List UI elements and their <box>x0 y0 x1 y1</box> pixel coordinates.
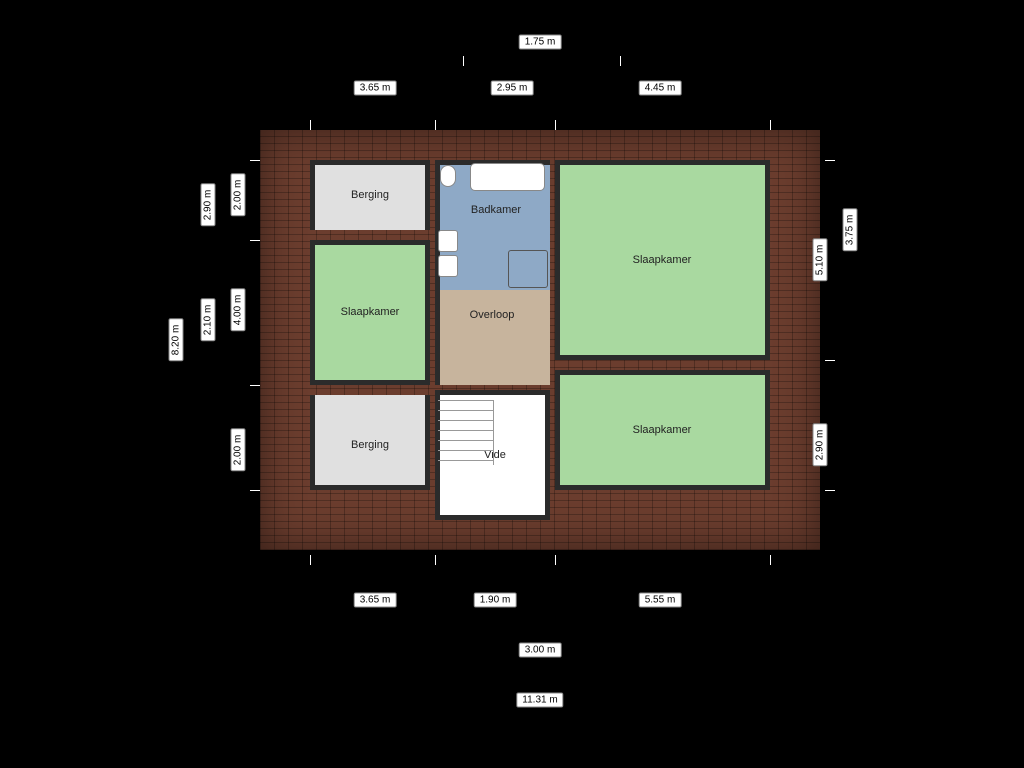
dim-bot-0: 3.65 m <box>354 593 397 608</box>
label-overloop: Overloop <box>470 309 515 321</box>
tick <box>310 120 311 130</box>
dim-left-outer-0: 8.20 m <box>169 319 184 362</box>
tick <box>435 120 436 130</box>
tick <box>620 56 621 66</box>
tick <box>463 56 464 66</box>
dim-bot-2: 5.55 m <box>639 593 682 608</box>
tick <box>250 240 260 241</box>
dim-left-in-2: 2.00 m <box>231 429 246 472</box>
tick <box>555 555 556 565</box>
tick <box>250 385 260 386</box>
label-berging-2: Berging <box>351 439 389 451</box>
dim-right-out-0: 3.75 m <box>843 209 858 252</box>
tick <box>555 120 556 130</box>
fixture-toilet <box>440 165 456 187</box>
dim-left-in-1: 4.00 m <box>231 289 246 332</box>
dim-bot-mid: 3.00 m <box>519 643 562 658</box>
tick <box>770 555 771 565</box>
dim-top-outer-0: 1.75 m <box>519 35 562 50</box>
label-berging-1: Berging <box>351 189 389 201</box>
dim-bot-1: 1.90 m <box>474 593 517 608</box>
dim-right-in-1: 2.90 m <box>813 424 828 467</box>
fixture-sink-1 <box>438 230 458 252</box>
dim-top-1: 2.95 m <box>491 81 534 96</box>
tick <box>825 360 835 361</box>
dim-left-mid-1: 2.10 m <box>201 299 216 342</box>
label-slaapkamer-3: Slaapkamer <box>633 424 692 436</box>
fixture-bathtub <box>470 163 545 191</box>
dim-bot-out: 11.31 m <box>516 693 563 708</box>
label-badkamer: Badkamer <box>471 204 521 216</box>
tick <box>435 555 436 565</box>
dim-left-mid-0: 2.90 m <box>201 184 216 227</box>
tick <box>770 120 771 130</box>
label-slaapkamer-1: Slaapkamer <box>341 306 400 318</box>
floorplan-stage: Berging Slaapkamer Berging Badkamer Over… <box>0 0 1024 768</box>
tick <box>825 490 835 491</box>
label-slaapkamer-2: Slaapkamer <box>633 254 692 266</box>
dim-right-in-0: 5.10 m <box>813 239 828 282</box>
tick <box>310 555 311 565</box>
tick <box>250 160 260 161</box>
room-overloop <box>435 290 550 385</box>
fixture-sink-2 <box>438 255 458 277</box>
dim-top-0: 3.65 m <box>354 81 397 96</box>
dim-left-in-0: 2.00 m <box>231 174 246 217</box>
tick <box>250 490 260 491</box>
fixture-shower <box>508 250 548 288</box>
tick <box>825 160 835 161</box>
dim-top-2: 4.45 m <box>639 81 682 96</box>
